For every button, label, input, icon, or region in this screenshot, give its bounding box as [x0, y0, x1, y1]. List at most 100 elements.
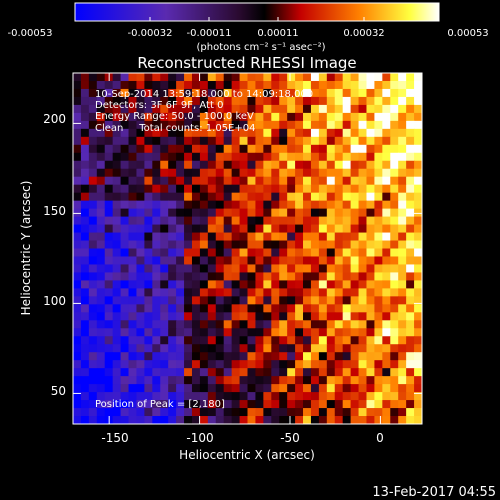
heatmap-cell — [342, 73, 352, 82]
heatmap-cell — [350, 384, 360, 393]
heatmap-cell — [96, 88, 106, 98]
heatmap-cell — [255, 136, 264, 146]
heatmap-cell — [303, 184, 312, 194]
heatmap-cell — [366, 88, 376, 98]
heatmap-cell — [414, 416, 422, 424]
heatmap-cell — [398, 136, 407, 146]
heatmap-cell — [176, 344, 185, 353]
heatmap-cell — [152, 408, 161, 417]
heatmap-cell — [342, 392, 352, 401]
heatmap-cell — [326, 280, 336, 289]
heatmap-cell — [168, 400, 177, 409]
heatmap-cell — [406, 80, 415, 90]
heatmap-cell — [120, 272, 130, 282]
heatmap-cell — [128, 328, 138, 337]
heatmap-cell — [160, 232, 169, 242]
heatmap-cell — [231, 232, 241, 242]
heatmap-cell — [231, 160, 241, 170]
heatmap-cell — [255, 176, 264, 186]
heatmap-cell — [144, 152, 153, 162]
heatmap-cell — [326, 256, 336, 266]
heatmap-cell — [239, 304, 249, 313]
heatmap-cell — [168, 280, 177, 289]
heatmap-cell — [184, 192, 193, 202]
heatmap-cell — [271, 152, 280, 162]
heatmap-cell — [342, 360, 352, 369]
heatmap-cell — [223, 408, 233, 417]
heatmap-cell — [326, 224, 336, 234]
heatmap-cell — [128, 352, 138, 361]
heatmap-cell — [390, 160, 399, 170]
heatmap-cell — [73, 240, 82, 250]
heatmap-cell — [382, 408, 391, 417]
heatmap-cell — [88, 296, 98, 305]
heatmap-cell — [223, 352, 233, 361]
heatmap-cell — [120, 328, 130, 337]
heatmap-cell — [120, 176, 130, 186]
heatmap-cell — [271, 264, 280, 274]
heatmap-cell — [191, 328, 201, 337]
heatmap-cell — [215, 312, 225, 321]
heatmap-cell — [112, 192, 122, 202]
heatmap-cell — [414, 312, 422, 321]
heatmap-cell — [350, 288, 360, 297]
heatmap-cell — [136, 384, 145, 393]
heatmap-cell — [374, 320, 383, 329]
heatmap-cell — [144, 168, 153, 178]
heatmap-cell — [239, 272, 249, 282]
heatmap-cell — [350, 248, 360, 258]
heatmap-cell — [152, 112, 161, 122]
heatmap-cell — [223, 160, 233, 170]
heatmap-cell — [128, 304, 138, 313]
heatmap-cell — [184, 400, 193, 409]
heatmap-cell — [295, 296, 304, 305]
heatmap-cell — [310, 112, 320, 122]
heatmap-cell — [168, 80, 177, 90]
heatmap-cell — [334, 136, 344, 146]
heatmap-cell — [191, 408, 201, 417]
heatmap-cell — [80, 240, 90, 250]
heatmap-cell — [350, 408, 360, 417]
heatmap-cell — [207, 384, 217, 393]
heatmap-cell — [406, 344, 415, 353]
heatmap-cell — [247, 144, 257, 154]
heatmap-cell — [128, 256, 138, 266]
heatmap-cell — [152, 416, 161, 424]
heatmap-cell — [350, 168, 360, 178]
heatmap-cell — [414, 256, 422, 266]
heatmap-cell — [80, 224, 90, 234]
heatmap-cell — [80, 408, 90, 417]
heatmap-cell — [144, 256, 153, 266]
heatmap-cell — [318, 120, 328, 130]
heatmap-cell — [215, 232, 225, 242]
heatmap-cell — [112, 320, 122, 329]
heatmap-cell — [112, 152, 122, 162]
heatmap-cell — [96, 184, 106, 194]
heatmap-cell — [128, 376, 138, 385]
heatmap-cell — [168, 352, 177, 361]
heatmap-cell — [279, 88, 288, 98]
heatmap-cell — [184, 232, 193, 242]
heatmap-cell — [398, 304, 407, 313]
heatmap-cell — [144, 120, 153, 130]
heatmap-cell — [247, 272, 257, 282]
heatmap-cell — [239, 200, 249, 210]
heatmap-cell — [112, 96, 122, 106]
heatmap-cell — [136, 224, 145, 234]
heatmap-cell — [342, 128, 352, 138]
heatmap-cell — [223, 232, 233, 242]
heatmap-cell — [112, 336, 122, 345]
heatmap-cell — [96, 224, 106, 234]
heatmap-cell — [96, 232, 106, 242]
heatmap-cell — [215, 112, 225, 122]
heatmap-cell — [191, 320, 201, 329]
heatmap-cell — [168, 192, 177, 202]
heatmap-cell — [239, 168, 249, 178]
heatmap-cell — [350, 280, 360, 289]
heatmap-cell — [136, 416, 145, 424]
heatmap-cell — [144, 104, 153, 114]
heatmap-cell — [279, 248, 288, 258]
heatmap-cell — [326, 240, 336, 250]
heatmap-cell — [295, 208, 304, 218]
heatmap-cell — [374, 352, 383, 361]
